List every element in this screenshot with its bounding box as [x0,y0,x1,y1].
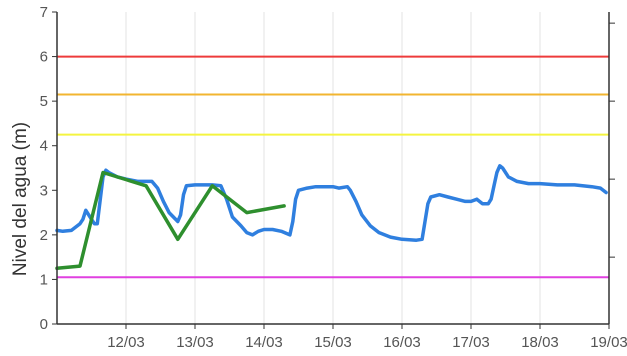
threshold-lines [57,55,609,279]
x-axis-ticks: 12/03 13/03 14/03 15/03 16/03 17/03 18/03 19/03 [107,324,627,351]
y-tick-label: 3 [40,182,48,199]
x-tick-label: 12/03 [107,334,145,351]
x-tick-label: 14/03 [245,334,283,351]
y-tick-label: 5 [40,93,48,110]
y-tick-label: 0 [40,316,48,333]
y-tick-label: 6 [40,49,48,66]
y-tick-label: 2 [40,227,48,244]
x-tick-label: 17/03 [452,334,490,351]
x-tick-label: 19/03 [590,334,627,351]
y-tick-label: 7 [40,4,48,21]
x-tick-label: 18/03 [521,334,559,351]
data-series [55,164,608,271]
y-axis-title: Nivel del agua (m) [10,122,31,276]
vertical-grid [125,12,610,324]
x-tick-label: 16/03 [383,334,421,351]
y-tick-label: 4 [40,138,48,155]
right-axis-ticks [609,22,615,258]
y-tick-label: 1 [40,271,48,288]
x-tick-label: 13/03 [176,334,214,351]
series-line-1 [55,170,286,271]
x-tick-label: 15/03 [314,334,352,351]
series-line-0 [55,164,608,242]
y-axis-ticks: 0 1 2 3 4 5 6 7 [40,4,57,333]
